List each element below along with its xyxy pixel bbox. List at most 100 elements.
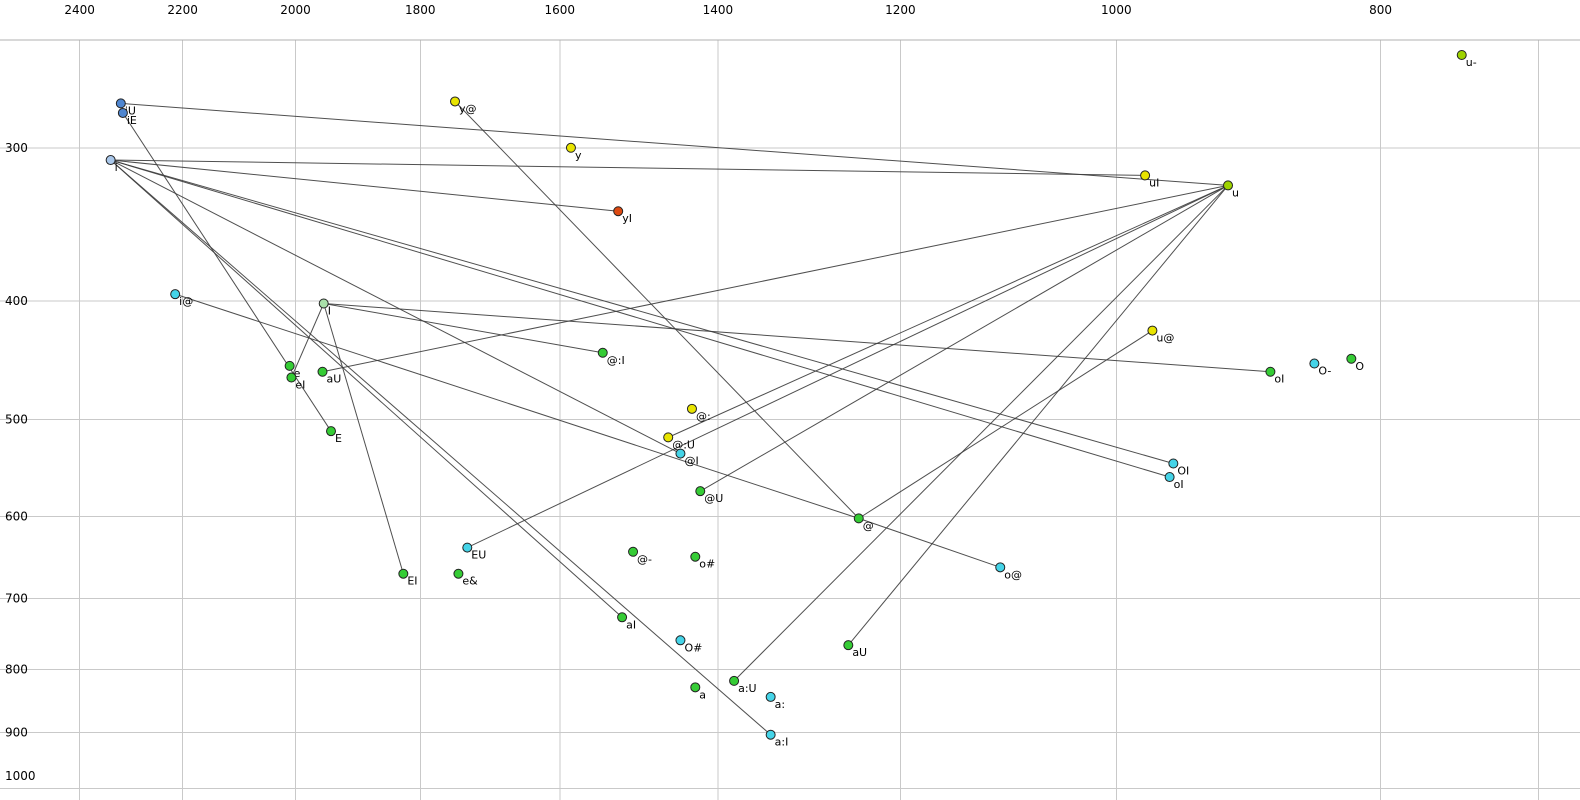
data-point[interactable] [853, 513, 864, 524]
x-axis-tick-label: 1200 [885, 3, 916, 17]
trajectory-line [467, 184, 1229, 549]
trajectory-line [700, 184, 1229, 492]
data-point[interactable] [318, 298, 329, 309]
data-point[interactable] [286, 372, 297, 383]
point-label: iU [125, 104, 136, 117]
data-point[interactable] [617, 612, 628, 623]
x-axis-tick-label: 800 [1369, 3, 1392, 17]
data-point[interactable] [1346, 353, 1357, 364]
trajectory-line [110, 159, 1170, 478]
point-label: @I [684, 455, 698, 468]
data-point[interactable] [1456, 49, 1467, 60]
data-point[interactable] [565, 142, 576, 153]
data-point[interactable] [115, 98, 126, 109]
point-label: @U [704, 492, 723, 505]
data-point[interactable] [462, 542, 473, 553]
data-point[interactable] [1265, 366, 1276, 377]
point-label: O- [1318, 365, 1331, 378]
data-point[interactable] [729, 675, 740, 686]
point-label: E [335, 432, 342, 445]
data-point[interactable] [1140, 170, 1151, 181]
data-point[interactable] [613, 206, 624, 217]
data-point[interactable] [117, 107, 128, 118]
data-point[interactable] [765, 691, 776, 702]
point-label: u- [1466, 56, 1477, 69]
y-axis-tick-label: 700 [5, 592, 28, 606]
y-axis-tick-label: 500 [5, 413, 28, 427]
data-point[interactable] [284, 360, 295, 371]
data-point[interactable] [695, 486, 706, 497]
point-label: eI [295, 379, 305, 392]
trajectory-line [120, 102, 1229, 186]
point-label: a:I [775, 736, 789, 749]
data-point[interactable] [326, 426, 337, 437]
x-axis-tick-label: 2400 [64, 3, 95, 17]
point-label: o# [699, 558, 715, 571]
point-label: @:I [607, 354, 625, 367]
trajectory-line [323, 303, 1271, 373]
point-label: e [294, 367, 301, 380]
point-label: u@ [1156, 332, 1174, 345]
trajectory-line [668, 184, 1229, 438]
point-label: oI [1174, 478, 1184, 491]
trajectory-line [323, 303, 603, 354]
trajectory-line [110, 159, 771, 736]
data-point[interactable] [1223, 180, 1234, 191]
data-point[interactable] [1164, 472, 1175, 483]
trajectory-line [110, 159, 1146, 176]
data-point[interactable] [995, 562, 1006, 573]
trajectory-line [110, 159, 681, 455]
x-axis-tick-label: 1000 [1101, 3, 1132, 17]
data-point[interactable] [170, 289, 181, 300]
trajectory-line [290, 303, 325, 378]
data-point[interactable] [843, 640, 854, 651]
point-label: i@ [179, 295, 193, 308]
trajectory-line [322, 184, 1229, 373]
data-point[interactable] [1168, 458, 1179, 469]
trajectory-line [858, 330, 1153, 519]
point-label: yI [622, 212, 632, 225]
trajectory-line [110, 159, 619, 212]
point-label: EI [407, 575, 417, 588]
point-label: @: [696, 410, 711, 423]
data-point[interactable] [686, 403, 697, 414]
point-label: o@ [1004, 568, 1022, 581]
y-axis-tick-label: 400 [5, 294, 28, 308]
x-axis-tick-label: 1600 [545, 3, 576, 17]
point-label: I [328, 305, 331, 318]
data-point[interactable] [1147, 325, 1158, 336]
data-point[interactable] [450, 96, 461, 107]
data-point[interactable] [765, 729, 776, 740]
point-label: e& [462, 575, 478, 588]
data-point[interactable] [398, 568, 409, 579]
x-axis-tick-label: 2000 [280, 3, 311, 17]
y-axis-tick-label: 800 [5, 663, 28, 677]
data-point[interactable] [675, 448, 686, 459]
trajectory-line [733, 185, 1229, 682]
trajectory-line [323, 303, 404, 574]
point-label: O# [684, 641, 702, 654]
data-point[interactable] [105, 155, 116, 166]
point-label: @- [637, 553, 652, 566]
data-point[interactable] [690, 682, 701, 693]
data-point[interactable] [663, 432, 674, 443]
point-label: @ [863, 519, 874, 532]
x-axis-tick-label: 1800 [405, 3, 436, 17]
y-axis-tick-label: 600 [5, 510, 28, 524]
data-point[interactable] [453, 568, 464, 579]
data-point[interactable] [628, 546, 639, 557]
data-point[interactable] [690, 551, 701, 562]
data-point[interactable] [597, 347, 608, 358]
trajectory-line [110, 159, 1174, 464]
data-point[interactable] [675, 635, 686, 646]
point-label: a [699, 688, 706, 701]
data-point[interactable] [1309, 358, 1320, 369]
point-label: u [1232, 186, 1239, 199]
point-label: OI [1177, 464, 1189, 477]
point-label: O [1355, 360, 1364, 373]
data-point[interactable] [317, 366, 328, 377]
point-label: i [115, 161, 118, 174]
